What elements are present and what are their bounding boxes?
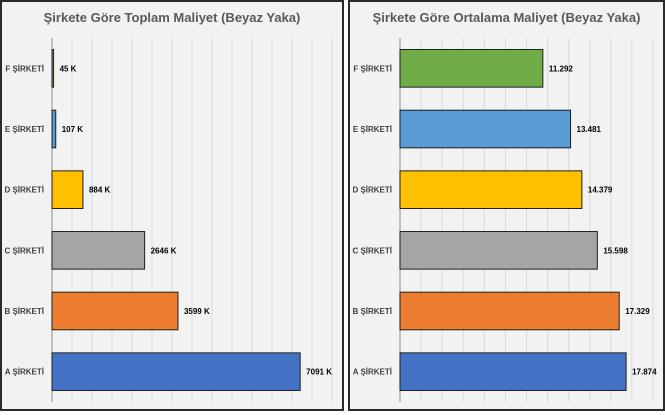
category-label: D ŞİRKETİ <box>4 186 44 195</box>
category-label: A ŞİRKETİ <box>353 368 392 377</box>
bar <box>51 109 57 149</box>
bar <box>399 109 572 149</box>
bar <box>51 291 179 331</box>
data-label: 15.598 <box>603 246 628 255</box>
data-label: 2646 K <box>151 246 177 255</box>
bar <box>51 352 301 391</box>
data-label: 7091 K <box>306 368 332 377</box>
bar <box>51 231 146 270</box>
data-label: 17.329 <box>625 307 650 316</box>
chart-title: Şirkete Göre Toplam Maliyet (Beyaz Yaka) <box>43 10 301 25</box>
data-label: 11.292 <box>549 64 574 73</box>
category-label: E ŞİRKETİ <box>353 125 392 134</box>
total-cost-bar-chart: F ŞİRKETİ 45 K E ŞİRKETİ 107 K D ŞİRKETİ 884 … <box>4 38 333 402</box>
category-label: F ŞİRKETİ <box>5 64 44 73</box>
category-label: C ŞİRKETİ <box>352 246 392 255</box>
bar <box>399 231 598 270</box>
data-label: 13.481 <box>577 125 602 134</box>
category-label: A ŞİRKETİ <box>5 368 44 377</box>
bar <box>399 49 544 88</box>
data-label: 3599 K <box>184 307 210 316</box>
data-label: 107 K <box>62 125 84 134</box>
category-label: F ŞİRKETİ <box>353 64 392 73</box>
category-label: D ŞİRKETİ <box>352 186 392 195</box>
category-label: B ŞİRKETİ <box>4 307 44 316</box>
average-cost-bar-chart: F ŞİRKETİ 11.292 E ŞİRKETİ 13.481 D ŞİRKETİ 1… <box>352 38 657 402</box>
bar <box>399 291 620 331</box>
data-label: 884 K <box>89 186 111 195</box>
category-label: B ŞİRKETİ <box>352 307 392 316</box>
chart-panel-average-cost: Şirkete Göre Ortalama Maliyet (Beyaz Yak… <box>348 0 665 411</box>
bar <box>51 170 84 209</box>
chart-title: Şirkete Göre Ortalama Maliyet (Beyaz Yak… <box>372 10 641 25</box>
category-label: C ŞİRKETİ <box>4 246 44 255</box>
data-label: 17.874 <box>632 368 657 377</box>
bar <box>399 352 627 391</box>
chart-panel-total-cost: Şirkete Göre Toplam Maliyet (Beyaz Yaka)… <box>0 0 344 411</box>
data-label: 45 K <box>60 64 77 73</box>
bar <box>51 49 55 88</box>
bar <box>399 170 583 209</box>
category-label: E ŞİRKETİ <box>5 125 44 134</box>
data-label: 14.379 <box>588 186 613 195</box>
